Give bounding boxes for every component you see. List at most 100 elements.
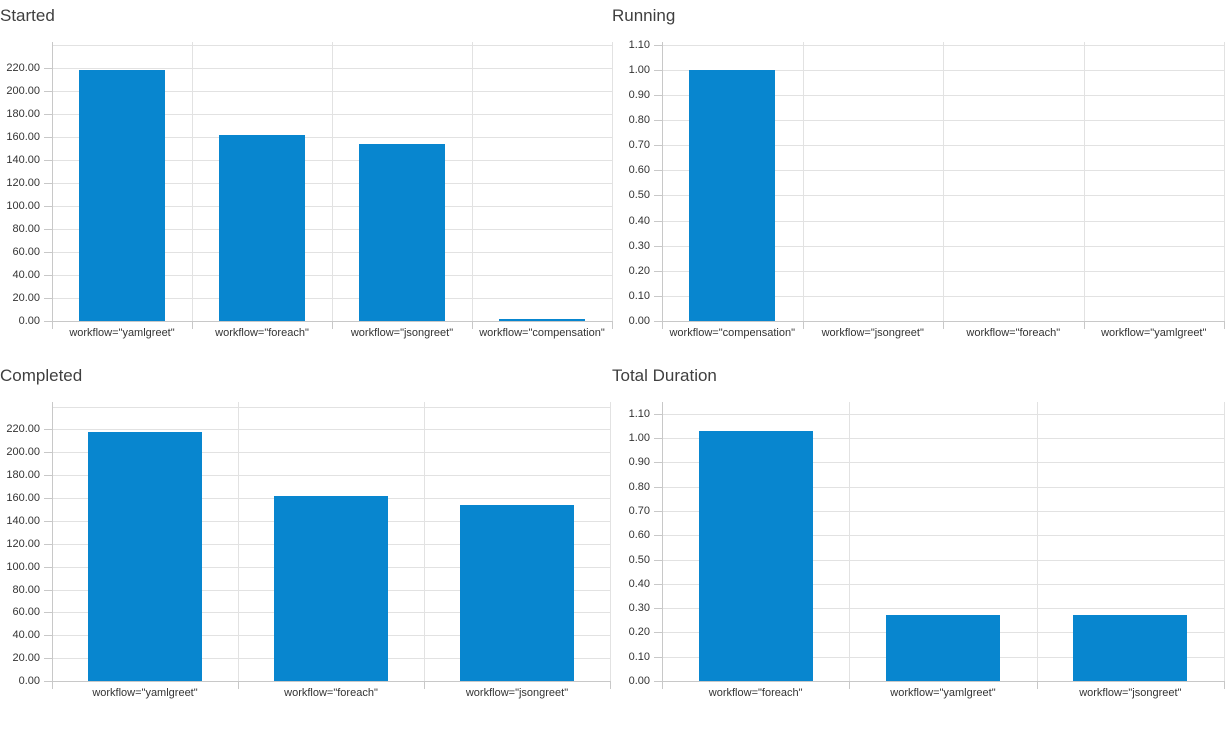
bar-workflow-compensation-: [499, 318, 585, 321]
x-axis-tick: [472, 322, 473, 329]
y-tick-label: 0.70: [628, 504, 650, 517]
y-axis-tick: [654, 583, 662, 585]
x-tick-label: workflow="jsongreet": [1079, 687, 1182, 699]
y-tick-label: 0.10: [628, 650, 650, 663]
x-axis-tick: [612, 322, 613, 329]
y-tick-label: 20.00: [12, 292, 40, 304]
total-duration-plot-area[interactable]: [662, 402, 1225, 682]
h-gridline: [663, 535, 1225, 537]
y-tick-label: 0.60: [628, 164, 650, 177]
h-gridline: [53, 298, 613, 299]
x-tick-label: workflow="compensation": [479, 327, 605, 339]
y-tick-label: 1.10: [628, 38, 650, 51]
y-axis-tick: [654, 510, 662, 512]
h-gridline: [663, 413, 1225, 415]
h-gridline: [663, 608, 1225, 610]
x-axis-tick: [1036, 682, 1038, 689]
started-plot-area[interactable]: [52, 42, 613, 322]
y-axis-tick: [654, 94, 662, 96]
y-axis-tick: [44, 658, 52, 660]
x-axis-tick: [1083, 322, 1085, 329]
y-axis-tick: [44, 205, 52, 207]
v-gridline: [238, 402, 239, 681]
y-tick-label: 220.00: [6, 423, 40, 436]
y-axis-tick: [44, 90, 52, 92]
completed-plot-area[interactable]: [52, 402, 611, 682]
y-axis-tick: [44, 452, 52, 454]
h-gridline: [53, 475, 611, 477]
bar-workflow-jsongreet-: [359, 143, 445, 321]
h-gridline: [663, 559, 1225, 561]
y-tick-label: 0.00: [18, 675, 40, 687]
y-tick-label: 1.00: [628, 63, 650, 76]
h-gridline: [53, 113, 613, 115]
x-axis-tick: [52, 322, 53, 329]
h-gridline: [53, 452, 611, 454]
y-tick-label: 200.00: [6, 84, 40, 97]
y-tick-label: 0.80: [628, 113, 650, 126]
x-tick-label: workflow="yamlgreet": [1101, 327, 1207, 339]
y-tick-label: 1.00: [628, 432, 650, 444]
x-tick-label: workflow="yamlgreet": [69, 327, 175, 339]
h-gridline: [663, 583, 1225, 585]
v-gridline: [802, 42, 804, 321]
h-gridline: [53, 429, 611, 431]
y-tick-label: 0.30: [628, 602, 650, 615]
y-tick-label: 0.70: [628, 139, 650, 152]
h-gridline: [53, 205, 613, 207]
v-gridline: [610, 402, 611, 681]
x-tick-label: workflow="compensation": [669, 327, 795, 339]
h-gridline: [663, 195, 1225, 197]
h-gridline: [663, 44, 1225, 46]
h-gridline: [663, 220, 1225, 222]
y-axis-tick: [44, 136, 52, 138]
h-gridline: [663, 245, 1225, 247]
y-tick-label: 80.00: [12, 223, 40, 235]
h-gridline: [53, 67, 613, 69]
x-axis-tick: [943, 322, 944, 329]
y-axis-tick: [654, 145, 662, 147]
y-tick-label: 40.00: [12, 629, 40, 642]
y-tick-label: 60.00: [12, 246, 40, 258]
x-axis-tick: [662, 322, 663, 329]
x-axis-tick: [332, 322, 333, 329]
y-axis-tick: [654, 220, 662, 222]
y-axis-tick: [654, 632, 662, 634]
bar-workflow-compensation-: [689, 69, 776, 321]
y-axis-tick: [654, 119, 662, 121]
x-axis-tick: [802, 322, 804, 329]
y-axis-tick: [44, 67, 52, 69]
y-axis-tick: [654, 245, 662, 247]
y-tick-label: 200.00: [6, 446, 40, 459]
h-gridline: [53, 275, 613, 276]
y-tick-label: 100.00: [6, 199, 40, 212]
h-gridline: [663, 295, 1225, 297]
bar-workflow-jsongreet-: [460, 504, 574, 681]
bar-workflow-yamlgreet-: [79, 70, 165, 321]
x-axis-tick: [849, 682, 851, 689]
h-gridline: [53, 182, 613, 184]
y-tick-label: 120.00: [6, 176, 40, 189]
y-axis-tick: [654, 295, 662, 297]
y-tick-label: 120.00: [6, 537, 40, 550]
bar-workflow-foreach-: [274, 495, 388, 681]
y-tick-label: 140.00: [6, 153, 40, 166]
running-plot-area[interactable]: [662, 42, 1225, 322]
y-axis-tick: [44, 252, 52, 253]
x-tick-label: workflow="yamlgreet": [890, 687, 996, 699]
y-tick-label: 0.10: [628, 289, 650, 302]
chart-title-running: Running: [612, 6, 676, 25]
h-gridline: [53, 159, 613, 161]
y-axis-tick: [44, 182, 52, 184]
chart-title-started: Started: [0, 6, 55, 25]
y-tick-label: 0.80: [628, 480, 650, 493]
v-gridline: [424, 402, 425, 681]
x-tick-label: workflow="jsongreet": [350, 327, 454, 339]
y-tick-label: 0.50: [628, 189, 650, 202]
y-axis-tick: [44, 543, 52, 545]
y-axis-tick: [44, 498, 52, 499]
y-axis-tick: [654, 559, 662, 561]
h-gridline: [53, 136, 613, 138]
x-axis-tick: [610, 682, 611, 689]
y-axis-tick: [44, 612, 52, 614]
